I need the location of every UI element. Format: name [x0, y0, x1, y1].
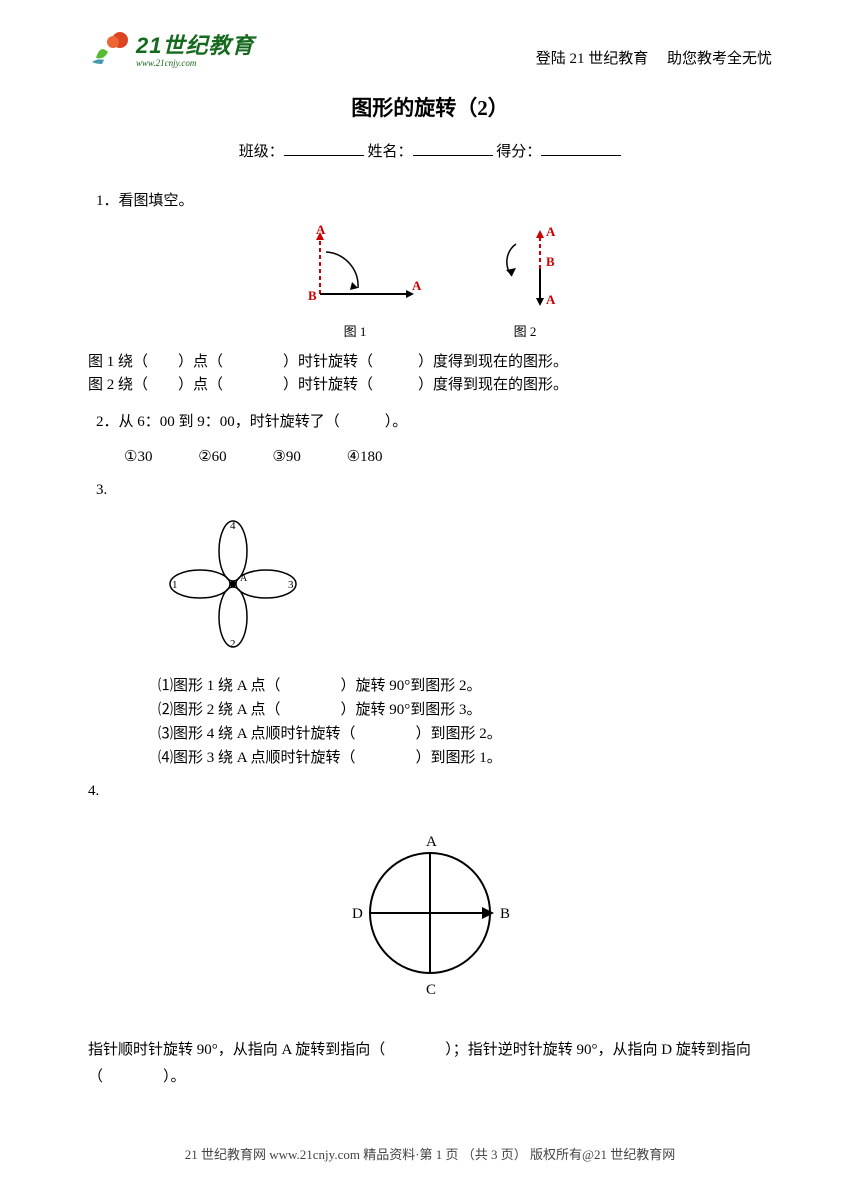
name-blank[interactable] — [413, 141, 493, 156]
q3-sub2: ⑵图形 2 绕 A 点（ ）旋转 90°到图形 3。 — [158, 698, 772, 719]
petal-center-A: A — [240, 573, 248, 584]
score-blank[interactable] — [541, 141, 621, 156]
q3-sub1: ⑴图形 1 绕 A 点（ ）旋转 90°到图形 2。 — [158, 674, 772, 695]
page-title: 图形的旋转（2） — [88, 92, 772, 122]
petal-diagram: A 4 2 1 3 — [158, 509, 772, 664]
class-label: 班级： — [239, 144, 284, 160]
fig1-label: 图 1 — [280, 321, 430, 340]
petal-3: 3 — [288, 579, 294, 591]
figure-1: A A B 图 1 — [280, 224, 430, 340]
page-footer: 21 世纪教育网 www.21cnjy.com 精品资料·第 1 页 （共 3 … — [0, 1144, 860, 1163]
fig2-A-top: A — [546, 224, 556, 239]
logo-text-cn: 21世纪教育 — [136, 28, 254, 60]
q1-number: 1．看图填空。 — [96, 189, 772, 210]
info-line: 班级： 姓名： 得分： — [88, 140, 772, 161]
circle-D: D — [352, 906, 363, 922]
question-4: 4. A B C D 指针顺时针旋转 90°，从指向 A 旋转到指向（ ）；指针… — [88, 783, 772, 1091]
q1-line1: 图 1 绕（ ）点（ ）时针旋转（ ）度得到现在的图形。 — [88, 350, 772, 371]
q3-number: 3. — [96, 482, 772, 499]
header-right-text: 登陆 21 世纪教育 助您教考全无忧 — [536, 47, 772, 68]
class-blank[interactable] — [284, 141, 364, 156]
page-header: 21世纪教育 www.21cnjy.com 登陆 21 世纪教育 助您教考全无忧 — [88, 28, 772, 68]
fig2-label: 图 2 — [470, 321, 580, 340]
logo-icon — [88, 30, 132, 66]
q2-number: 2．从 6：00 到 9：00，时针旋转了（ ）。 — [96, 410, 772, 431]
circle-A: A — [426, 834, 437, 850]
q2-choice-3: ③90 — [272, 449, 300, 465]
q2-choice-1: ①30 — [124, 449, 152, 465]
name-label: 姓名： — [367, 144, 412, 160]
q2-choice-4: ④180 — [347, 449, 383, 465]
q4-number: 4. — [88, 783, 772, 800]
question-3: 3. A 4 2 1 3 ⑴图形 1 绕 A 点（ ）旋转 90°到图形 2。 … — [88, 482, 772, 767]
fig2-B: B — [546, 254, 555, 269]
circle-B: B — [500, 906, 510, 922]
fig1-A-top: A — [316, 224, 326, 237]
q3-sub3: ⑶图形 4 绕 A 点顺时针旋转（ ）到图形 2。 — [158, 722, 772, 743]
circle-C: C — [426, 982, 436, 998]
score-label: 得分： — [496, 144, 541, 160]
question-2: 2．从 6：00 到 9：00，时针旋转了（ ）。 ①30 ②60 ③90 ④1… — [88, 410, 772, 466]
figure-2: A A B 图 2 — [470, 224, 580, 340]
question-1: 1．看图填空。 A A B 图 1 — [88, 189, 772, 394]
q1-diagrams: A A B 图 1 A A — [88, 224, 772, 340]
petal-2: 2 — [230, 638, 236, 650]
fig1-B: B — [308, 288, 317, 303]
q2-choices: ①30 ②60 ③90 ④180 — [124, 447, 772, 466]
fig2-A-bot: A — [546, 292, 556, 307]
fig1-A-right: A — [412, 278, 422, 293]
q3-sublist: ⑴图形 1 绕 A 点（ ）旋转 90°到图形 2。 ⑵图形 2 绕 A 点（ … — [158, 674, 772, 767]
q4-text: 指针顺时针旋转 90°，从指向 A 旋转到指向（ ）；指针逆时针旋转 90°，从… — [88, 1037, 772, 1091]
petal-4: 4 — [230, 520, 236, 532]
q1-line2: 图 2 绕（ ）点（ ）时针旋转（ ）度得到现在的图形。 — [88, 373, 772, 394]
q4-circle-diagram: A B C D — [88, 818, 772, 1013]
q2-choice-2: ②60 — [198, 449, 226, 465]
q3-sub4: ⑷图形 3 绕 A 点顺时针旋转（ ）到图形 1。 — [158, 746, 772, 767]
petal-1: 1 — [172, 579, 178, 591]
logo: 21世纪教育 www.21cnjy.com — [88, 28, 254, 68]
